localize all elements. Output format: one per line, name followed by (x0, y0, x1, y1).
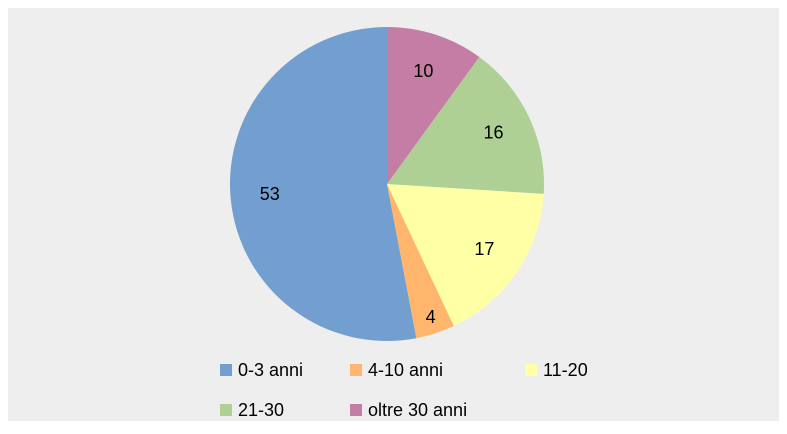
legend-label: 0-3 anni (238, 360, 303, 380)
pie-slice (387, 27, 480, 184)
pie-slice (387, 184, 544, 327)
legend-swatch (220, 364, 232, 376)
legend-swatch (525, 364, 537, 376)
pie-slice (387, 56, 544, 194)
legend-label: 11-20 (543, 360, 588, 380)
legend-swatch (350, 364, 362, 376)
data-label: 4 (426, 307, 436, 327)
data-label: 17 (474, 239, 494, 259)
pie-slice (230, 27, 417, 341)
pie-slice (387, 184, 454, 339)
legend-swatch (350, 404, 362, 416)
legend-label: oltre 30 anni (368, 400, 467, 420)
data-label: 10 (413, 61, 433, 81)
data-label: 53 (260, 184, 280, 204)
legend-swatch (220, 404, 232, 416)
legend-label: 21-30 (238, 400, 284, 420)
data-label: 16 (484, 123, 504, 143)
legend-label: 4-10 anni (368, 360, 443, 380)
